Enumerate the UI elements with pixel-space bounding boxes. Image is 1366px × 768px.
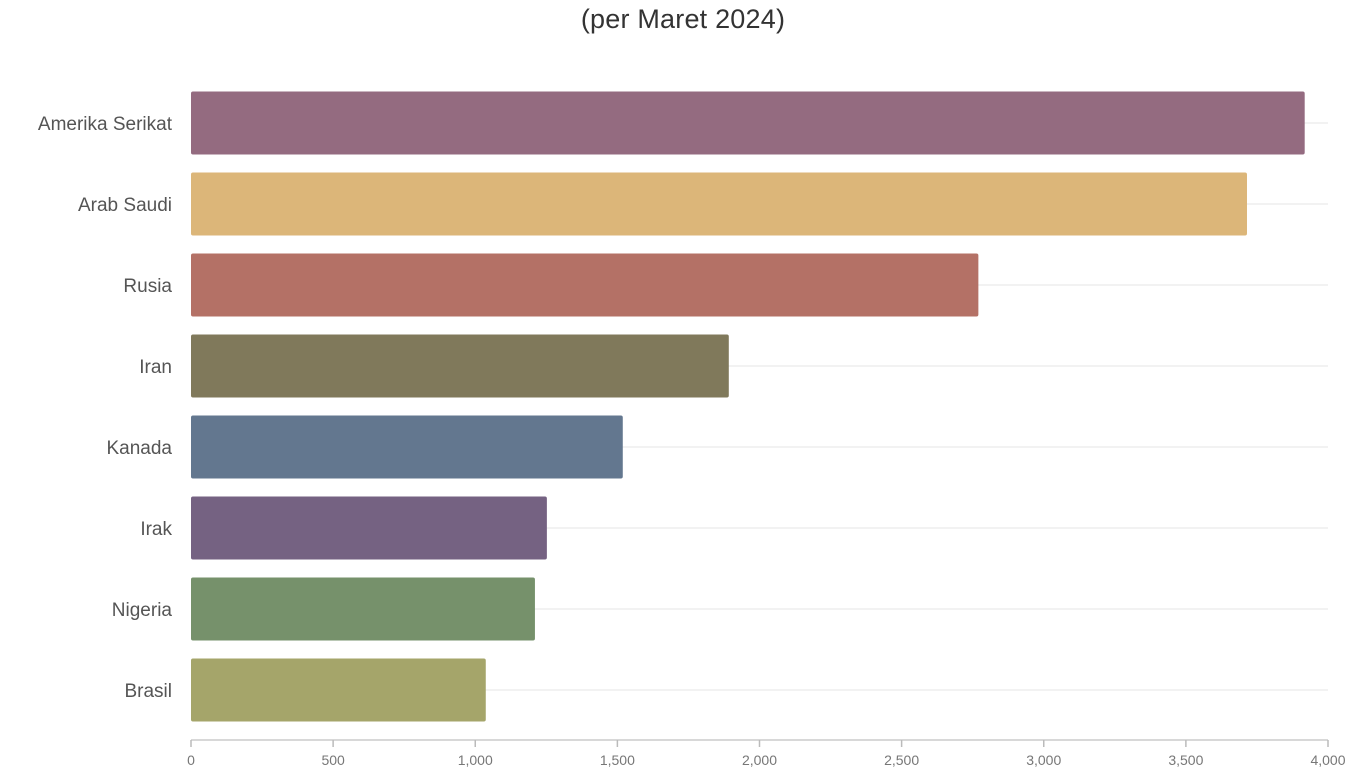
category-label: Iran — [139, 357, 172, 378]
chart-subtitle: (per Maret 2024) — [580, 4, 786, 34]
category-label: Kanada — [106, 438, 172, 459]
bar-nigeria — [191, 577, 535, 641]
x-tick-label: 3,000 — [1026, 752, 1061, 768]
category-label: Amerika Serikat — [38, 114, 173, 135]
bar-brasil — [191, 658, 486, 722]
bar-arab-saudi — [191, 172, 1247, 236]
x-tick-label: 2,500 — [884, 752, 919, 768]
x-tick-label: 2,000 — [742, 752, 777, 768]
bar-iran — [191, 334, 729, 398]
bar-rusia — [191, 253, 979, 317]
x-tick-label: 1,000 — [458, 752, 493, 768]
category-label: Brasil — [124, 681, 172, 702]
x-tick-label: 1,500 — [600, 752, 635, 768]
x-tick-label: 4,000 — [1310, 752, 1345, 768]
category-label: Irak — [140, 519, 172, 540]
bar-irak — [191, 496, 547, 560]
bar-amerika-serikat — [191, 91, 1305, 155]
category-label: Arab Saudi — [78, 195, 172, 216]
x-tick-label: 3,500 — [1168, 752, 1203, 768]
bar-kanada — [191, 415, 623, 479]
category-label: Rusia — [123, 276, 172, 297]
x-tick-label: 500 — [321, 752, 345, 768]
x-tick-label: 0 — [187, 752, 195, 768]
category-label: Nigeria — [112, 600, 173, 621]
